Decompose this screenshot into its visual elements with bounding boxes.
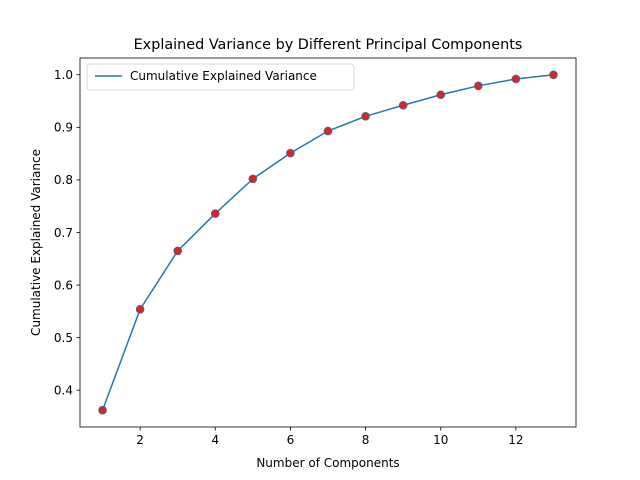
data-point: [135, 304, 145, 314]
data-point: [98, 405, 107, 415]
plot-area: [79, 57, 577, 428]
series-layer: [98, 70, 558, 415]
data-point: [511, 74, 521, 84]
y-tick-label: 1.0: [54, 68, 73, 82]
x-axis: 2 4 6 8 10 12: [136, 427, 524, 447]
x-tick-label: 2: [136, 433, 144, 447]
y-axis: 0.4 0.5 0.6 0.7 0.8 0.9 1.0: [54, 68, 80, 398]
legend-label: Cumulative Explained Variance: [130, 69, 317, 83]
chart-title: Explained Variance by Different Principa…: [134, 37, 523, 53]
data-point: [248, 174, 258, 184]
data-point: [323, 126, 333, 136]
y-tick-label: 0.6: [54, 278, 73, 292]
legend: Cumulative Explained Variance: [86, 63, 355, 91]
y-tick-label: 0.7: [54, 226, 73, 240]
x-tick-label: 6: [287, 433, 295, 447]
data-point: [398, 100, 408, 110]
legend-box: [86, 63, 355, 91]
data-point: [436, 90, 446, 100]
data-point: [474, 81, 483, 91]
x-tick-label: 12: [508, 433, 523, 447]
y-axis-label: Cumulative Explained Variance: [29, 149, 43, 336]
x-tick-label: 10: [433, 433, 448, 447]
x-axis-label: Number of Components: [256, 456, 399, 470]
data-point: [361, 112, 370, 121]
y-tick-label: 0.9: [54, 121, 73, 135]
data-point: [286, 148, 295, 158]
y-tick-label: 0.5: [54, 331, 73, 345]
y-tick-label: 0.8: [54, 173, 73, 187]
data-point: [549, 70, 558, 80]
y-tick-label: 0.4: [54, 384, 73, 398]
series-line: [101, 74, 554, 411]
data-point: [210, 209, 220, 218]
x-tick-label: 4: [211, 433, 219, 447]
x-tick-label: 8: [362, 433, 370, 447]
data-point: [173, 246, 182, 256]
plot-frame: [79, 57, 577, 428]
